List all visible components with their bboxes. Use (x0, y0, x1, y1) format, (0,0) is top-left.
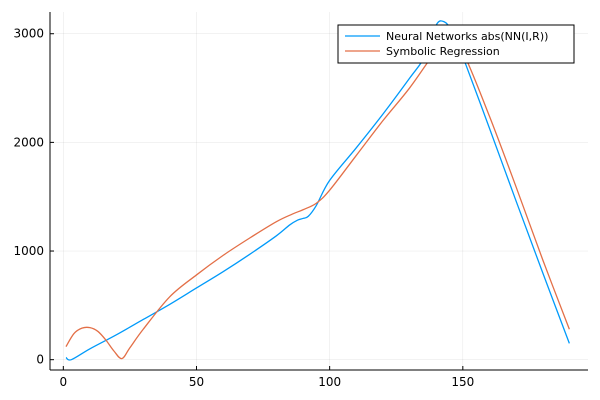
series-line-symbolic-regression (65, 41, 570, 360)
ticks: 0 50 100 150 0 1000 2000 3000 (13, 27, 474, 389)
legend-label-symbolic-regression: Symbolic Regression (386, 45, 500, 58)
y-tick-label: 0 (36, 353, 44, 367)
x-tick-label: 0 (59, 375, 67, 389)
x-tick-label: 50 (189, 375, 204, 389)
x-tick-label: 100 (318, 375, 341, 389)
y-tick-label: 1000 (13, 244, 44, 258)
legend: Neural Networks abs(NN(I,R)) Symbolic Re… (337, 24, 575, 64)
axes (49, 12, 588, 371)
x-tick-label: 150 (451, 375, 474, 389)
grid-lines (50, 12, 588, 370)
series-line-neural-networks-abs-nn-i-r (65, 20, 570, 361)
y-tick-label: 3000 (13, 27, 44, 41)
legend-box (337, 24, 575, 64)
legend-label-neural-networks: Neural Networks abs(NN(I,R)) (386, 30, 548, 43)
series (65, 20, 570, 361)
y-tick-label: 2000 (13, 135, 44, 149)
